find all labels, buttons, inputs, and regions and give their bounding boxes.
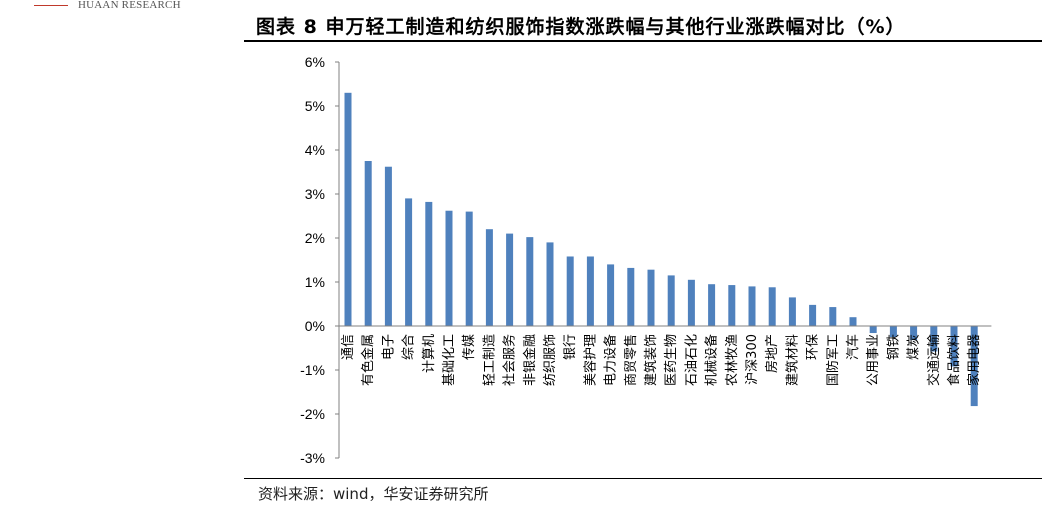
category-label: 钢铁 <box>886 334 901 360</box>
category-label: 建筑材料 <box>784 334 800 386</box>
bar <box>627 267 635 326</box>
bar <box>687 279 695 326</box>
y-tick-label: -2% <box>300 406 325 422</box>
bar <box>344 92 352 326</box>
y-tick-label: 2% <box>305 230 325 246</box>
brand-accent-line <box>34 5 68 6</box>
category-label: 美容护理 <box>582 334 598 386</box>
category-label: 计算机 <box>422 334 437 373</box>
category-label: 沪深300 <box>744 334 760 385</box>
category-label: 传媒 <box>462 334 477 360</box>
bar <box>889 326 897 337</box>
category-label: 食品饮料 <box>946 334 962 386</box>
bar <box>485 229 493 326</box>
bar <box>586 256 594 326</box>
brand-header: HUAAN RESEARCH <box>0 0 260 16</box>
bar <box>748 286 756 326</box>
category-label: 医药生物 <box>664 334 679 386</box>
bar <box>607 264 615 326</box>
bar <box>566 256 574 326</box>
title-divider <box>244 40 1042 42</box>
category-label: 建筑装饰 <box>643 334 659 386</box>
category-label: 基础化工 <box>442 334 457 386</box>
category-label: 交通运输 <box>926 334 942 386</box>
footer-divider <box>244 478 1042 479</box>
category-label: 公用事业 <box>866 334 881 386</box>
brand-name: HUAAN RESEARCH <box>78 0 181 11</box>
category-label: 电力设备 <box>603 334 619 386</box>
bar <box>506 233 514 326</box>
bar <box>788 297 796 326</box>
bar <box>849 317 857 326</box>
bar <box>930 326 938 352</box>
bar <box>970 326 978 407</box>
source-note: 资料来源：wind，华安证券研究所 <box>258 485 489 503</box>
category-label: 石油石化 <box>684 334 699 386</box>
bar <box>829 307 837 326</box>
category-label: 有色金属 <box>360 334 376 386</box>
bar <box>546 242 554 326</box>
bar <box>708 284 716 326</box>
y-tick-label: 3% <box>305 186 325 202</box>
bar <box>647 269 655 326</box>
category-label: 煤炭 <box>907 334 922 360</box>
bar <box>405 198 413 326</box>
bar <box>445 210 453 326</box>
category-label: 社会服务 <box>502 334 518 386</box>
bar <box>384 166 392 326</box>
chart-title: 图表 8 申万轻工制造和纺织服饰指数涨跌幅与其他行业涨跌幅对比（%） <box>256 16 906 38</box>
y-tick-label: 5% <box>305 98 325 114</box>
category-label: 商贸零售 <box>623 334 639 386</box>
category-label: 环保 <box>806 334 821 360</box>
y-tick-label: 0% <box>305 318 325 334</box>
bar <box>465 211 473 326</box>
y-tick-label: -1% <box>300 362 325 378</box>
category-label: 综合 <box>402 334 417 360</box>
category-label: 轻工制造 <box>482 334 497 386</box>
y-tick-label: 6% <box>305 54 325 70</box>
category-label: 汽车 <box>845 334 861 360</box>
category-label: 农林牧渔 <box>725 334 740 386</box>
y-tick-label: 4% <box>305 142 325 158</box>
category-label: 家用电器 <box>966 334 982 386</box>
y-tick-label: 1% <box>305 274 325 290</box>
bar <box>425 201 433 326</box>
category-label: 机械设备 <box>704 334 720 386</box>
bar <box>364 161 372 326</box>
category-label: 银行 <box>563 334 578 360</box>
bar <box>910 326 918 341</box>
y-tick-label: -3% <box>300 450 325 466</box>
category-label: 国防军工 <box>825 334 841 386</box>
category-label: 非银金融 <box>522 334 538 386</box>
category-label: 电子 <box>381 334 396 360</box>
bar <box>667 275 675 326</box>
bar <box>728 285 736 326</box>
bar <box>809 304 817 326</box>
bar <box>869 326 877 334</box>
bar <box>950 326 958 367</box>
bar <box>768 287 776 326</box>
category-label: 房地产 <box>764 334 780 373</box>
category-label: 纺织服饰 <box>543 334 558 386</box>
category-label: 通信 <box>341 334 356 360</box>
bar <box>526 237 534 326</box>
